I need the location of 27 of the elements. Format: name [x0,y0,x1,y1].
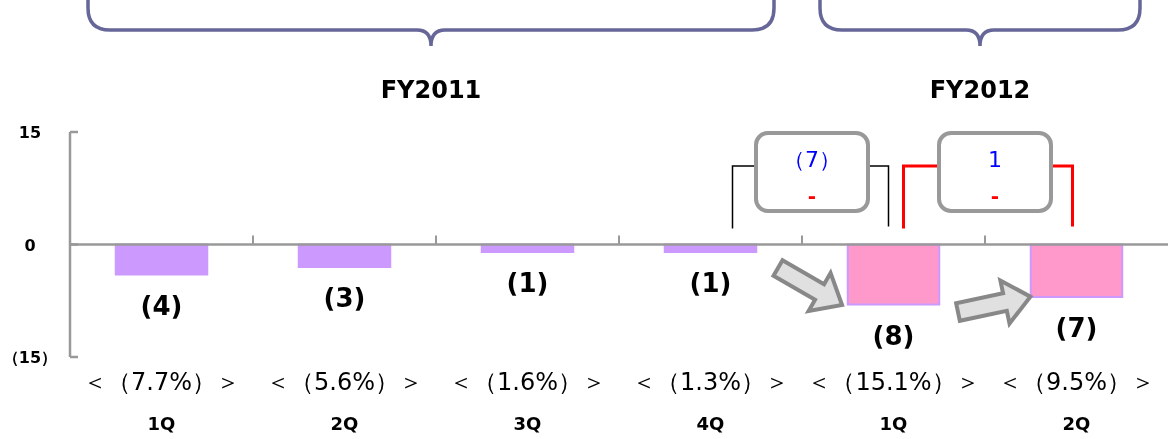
annotation: - [990,184,1000,208]
text: ＜（5.6%）＞ [266,368,423,396]
y-tick-label: 15 [18,123,42,142]
x-tick-label: 1Q [147,413,176,434]
annotation: （7） [783,147,841,172]
data-label: (3) [323,283,366,313]
data-label: (8) [872,320,915,351]
y-tick-label: （15） [2,348,58,367]
text: FY2011 [380,76,482,104]
x-tick-label: 4Q [696,413,725,434]
text: ＜（1.6%）＞ [449,368,606,396]
x-tick-label: 3Q [513,413,542,434]
annotation: - [807,184,817,208]
text: ＜（15.1%）＞ [807,368,980,396]
text: ＜（7.7%）＞ [83,368,240,396]
text: FY2012 [929,76,1031,104]
text: ＜（1.3%）＞ [632,368,789,396]
annotation: 1 [988,147,1002,172]
x-tick-label: 2Q [330,413,359,434]
text: ＜（9.5%）＞ [998,368,1155,396]
data-label: (7) [1055,313,1098,343]
x-tick-label: 1Q [879,413,908,434]
data-label: (1) [689,268,732,298]
x-tick-label: 2Q [1062,413,1091,434]
data-label: (4) [140,290,183,321]
data-label: (1) [506,268,549,298]
y-tick-label: 0 [24,235,36,255]
